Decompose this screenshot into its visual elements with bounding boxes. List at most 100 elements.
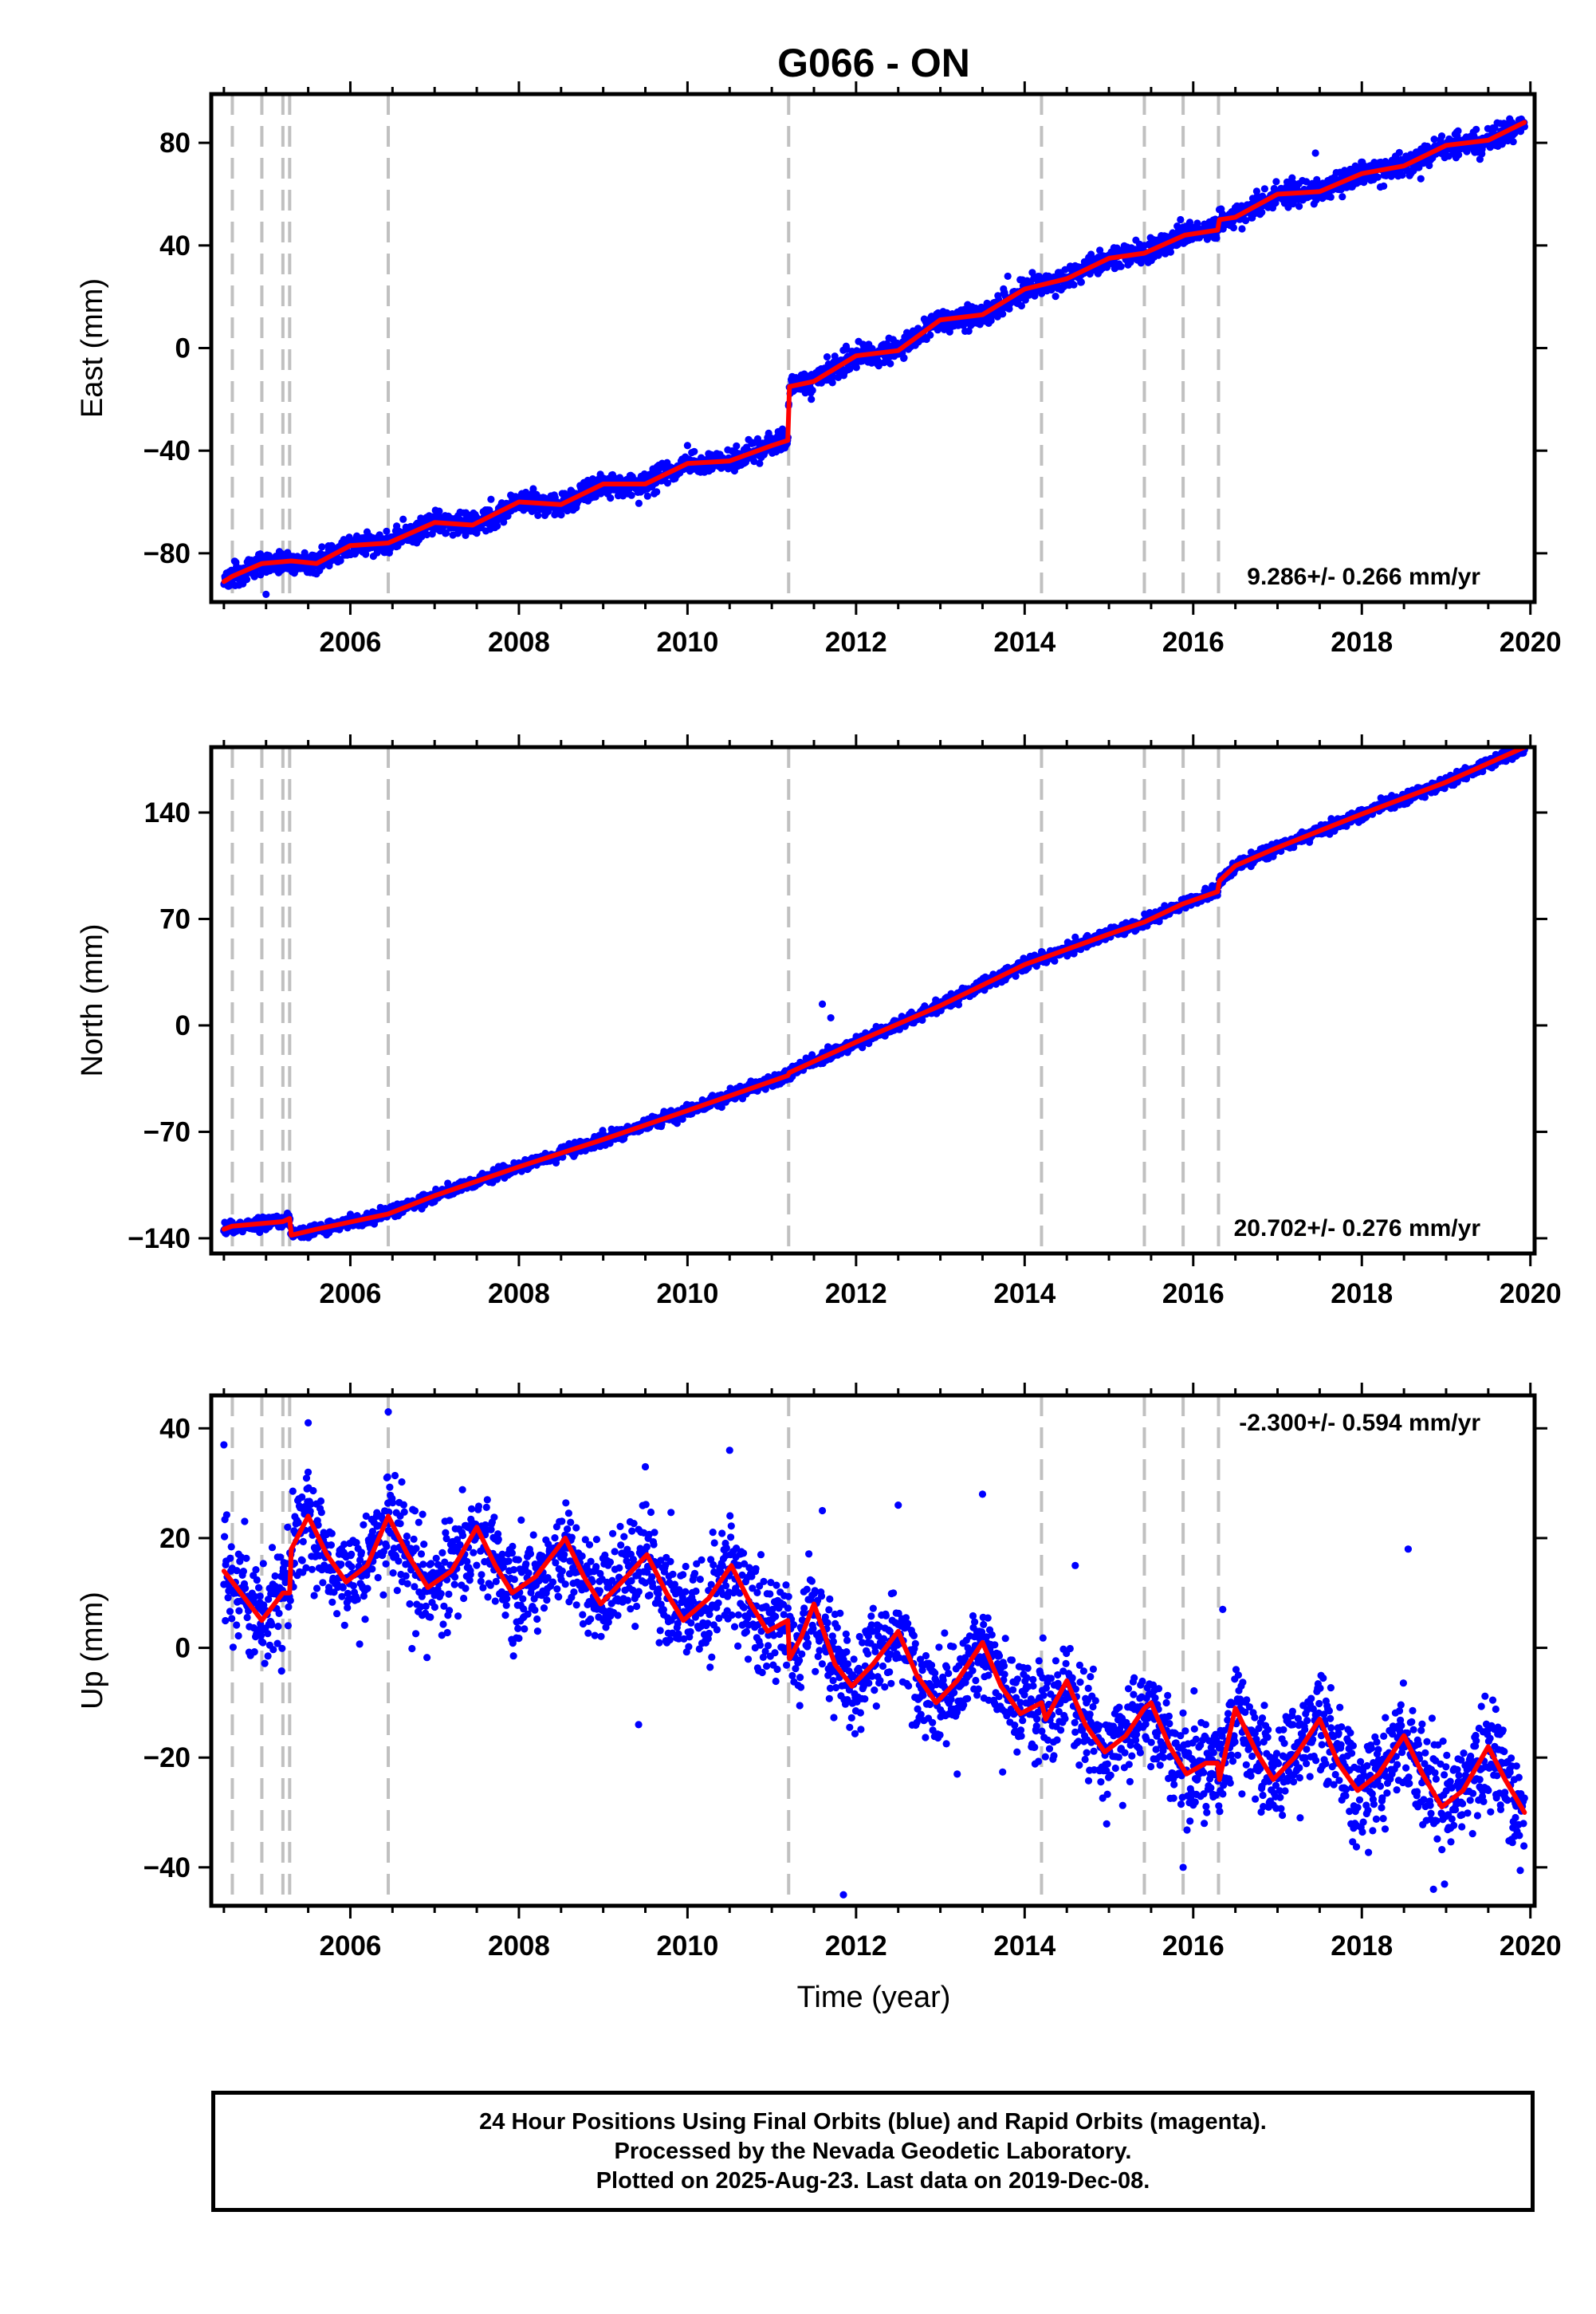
data-point bbox=[487, 495, 495, 503]
x-tick-label: 2020 bbox=[1500, 627, 1562, 658]
data-point bbox=[1117, 262, 1125, 270]
data-point bbox=[1051, 957, 1059, 965]
data-point bbox=[1096, 246, 1104, 254]
data-point bbox=[1238, 225, 1246, 233]
data-point bbox=[493, 522, 501, 530]
data-point bbox=[1177, 215, 1185, 224]
data-point bbox=[1288, 174, 1296, 182]
data-point bbox=[1437, 132, 1446, 140]
data-point bbox=[643, 492, 651, 500]
data-point bbox=[717, 1103, 725, 1112]
data-point bbox=[663, 479, 672, 487]
data-point bbox=[653, 488, 661, 496]
data-point bbox=[823, 353, 831, 361]
data-point bbox=[1374, 173, 1382, 181]
data-point bbox=[965, 327, 973, 335]
data-point bbox=[852, 364, 860, 372]
data-point bbox=[999, 310, 1007, 318]
data-point bbox=[1454, 127, 1462, 135]
data-point bbox=[1380, 182, 1388, 190]
data-point bbox=[1455, 151, 1463, 159]
data-point bbox=[435, 507, 443, 515]
data-point bbox=[1339, 193, 1346, 201]
y-tick-label: −40 bbox=[143, 435, 191, 466]
data-point bbox=[683, 442, 691, 450]
y-tick-label: 80 bbox=[159, 128, 191, 159]
data-point bbox=[846, 365, 854, 373]
data-point bbox=[1417, 175, 1425, 183]
x-tick-label: 2006 bbox=[320, 627, 382, 658]
y-tick-label: −80 bbox=[143, 538, 191, 569]
data-point bbox=[987, 317, 995, 325]
data-point bbox=[1289, 199, 1297, 208]
data-point bbox=[635, 499, 643, 507]
data-point bbox=[428, 530, 436, 538]
data-point bbox=[627, 491, 635, 499]
data-point bbox=[1260, 185, 1268, 193]
y-tick-label: 40 bbox=[159, 230, 191, 262]
data-point bbox=[1242, 217, 1250, 225]
data-point bbox=[1398, 171, 1406, 179]
chart-title: G066 - ON bbox=[777, 41, 970, 85]
data-point bbox=[828, 379, 836, 387]
data-point bbox=[900, 354, 908, 362]
data-point bbox=[607, 494, 615, 502]
data-point bbox=[1229, 224, 1237, 232]
data-point bbox=[1004, 272, 1012, 281]
data-point bbox=[262, 590, 270, 598]
data-point bbox=[1395, 148, 1403, 156]
data-point bbox=[1077, 278, 1085, 286]
data-point bbox=[1295, 203, 1303, 211]
data-point bbox=[399, 515, 407, 523]
data-point bbox=[1028, 269, 1036, 277]
data-point bbox=[1052, 293, 1059, 301]
data-point bbox=[678, 1115, 686, 1124]
data-point bbox=[318, 543, 326, 551]
data-point bbox=[1061, 266, 1069, 274]
x-tick-label: 2010 bbox=[656, 627, 718, 658]
data-point bbox=[808, 386, 816, 395]
x-tick-label: 2016 bbox=[1162, 627, 1225, 658]
data-point bbox=[256, 1228, 264, 1237]
model-line bbox=[221, 120, 1527, 584]
data-point bbox=[257, 571, 265, 579]
data-point bbox=[1430, 136, 1438, 144]
data-point bbox=[1017, 301, 1025, 310]
data-point bbox=[423, 530, 431, 539]
data-point bbox=[442, 529, 450, 537]
data-point bbox=[534, 511, 542, 520]
data-point bbox=[918, 1016, 926, 1024]
data-point bbox=[750, 458, 758, 466]
data-point bbox=[1012, 972, 1020, 980]
data-point bbox=[926, 331, 934, 339]
data-point bbox=[954, 1001, 963, 1009]
data-point bbox=[733, 442, 741, 450]
x-tick-label: 2018 bbox=[1331, 627, 1393, 658]
data-point bbox=[1509, 138, 1517, 146]
velocity-label: 9.286+/- 0.266 mm/yr bbox=[1247, 564, 1480, 590]
data-point bbox=[462, 531, 470, 540]
data-point bbox=[1311, 149, 1319, 157]
data-point bbox=[886, 360, 894, 368]
data-point bbox=[1425, 161, 1433, 170]
data-point bbox=[1213, 234, 1221, 242]
data-point bbox=[1472, 125, 1480, 133]
data-point bbox=[808, 396, 816, 403]
data-point bbox=[529, 485, 537, 493]
data-point bbox=[875, 362, 883, 370]
data-point bbox=[1272, 178, 1280, 186]
y-tick-label: 0 bbox=[175, 333, 191, 364]
y-axis-label: East (mm) bbox=[76, 278, 109, 418]
data-point bbox=[756, 459, 764, 467]
x-tick-label: 2012 bbox=[825, 627, 887, 658]
data-point bbox=[1166, 248, 1174, 256]
data-point bbox=[1327, 193, 1335, 201]
data-point bbox=[588, 475, 597, 483]
data-point bbox=[383, 527, 391, 535]
data-point bbox=[690, 447, 698, 455]
data-point bbox=[557, 511, 565, 519]
data-point bbox=[1258, 208, 1266, 216]
